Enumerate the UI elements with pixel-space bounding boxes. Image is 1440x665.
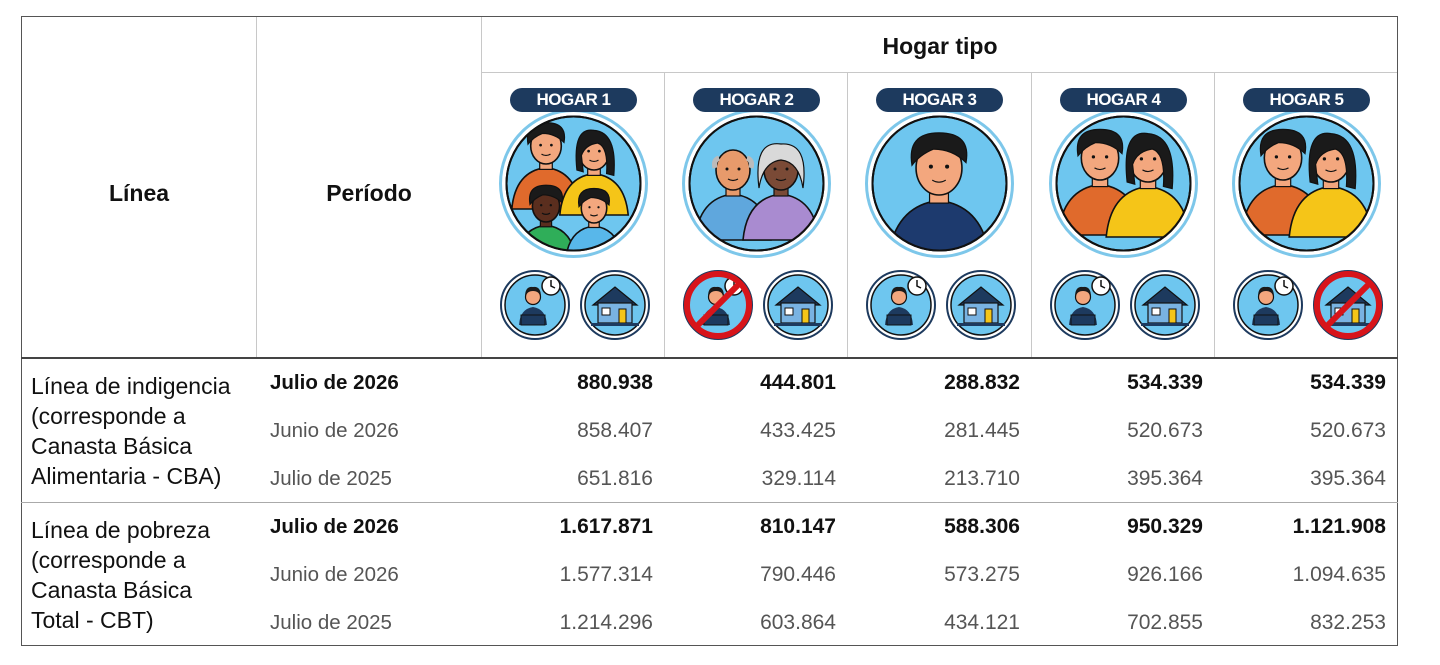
- linea-pobreza-label: Línea de pobreza (corresponde a Canasta Bá…: [31, 515, 210, 635]
- value-cell-hogar-4: 926.166: [1127, 563, 1203, 586]
- elderly-couple-illustration: [681, 108, 832, 259]
- divider-hogar-tipo: [481, 72, 1397, 73]
- value-cell-hogar-3: 588.306: [944, 515, 1020, 538]
- header-linea: Línea: [108, 180, 170, 206]
- divider-header-body: [21, 357, 1398, 359]
- linea-indigencia-label: Línea de indigencia (corresponde a Canasta…: [31, 371, 231, 491]
- value-cell-hogar-2: 329.114: [761, 467, 836, 490]
- label-line: Total - CBT): [31, 607, 154, 633]
- divider-h3: [1031, 72, 1032, 358]
- divider-sections: [21, 502, 1398, 503]
- value-cell-hogar-1: 880.938: [577, 371, 653, 394]
- remote-worker-icon: [865, 269, 937, 341]
- value-cell-hogar-4: 950.329: [1127, 515, 1203, 538]
- value-cell-hogar-4: 395.364: [1127, 467, 1203, 490]
- label-line: Línea de pobreza: [31, 517, 211, 543]
- divider-periodo: [481, 17, 482, 358]
- label-line: Línea de indigencia: [31, 373, 231, 399]
- house-icon: [762, 269, 834, 341]
- value-cell-hogar-1: 1.577.314: [559, 563, 653, 586]
- label-line: (corresponde a: [31, 547, 186, 573]
- hogar-label: HOGAR 1: [510, 88, 637, 112]
- period-cell: Julio de 2026: [270, 515, 399, 538]
- period-cell: Junio de 2026: [270, 563, 399, 586]
- value-cell-hogar-5: 1.121.908: [1292, 515, 1386, 538]
- no-remote-worker-icon: [682, 269, 754, 341]
- value-cell-hogar-5: 395.364: [1310, 467, 1386, 490]
- period-cell: Julio de 2026: [270, 371, 399, 394]
- value-cell-hogar-3: 573.275: [944, 563, 1020, 586]
- period-cell: Julio de 2025: [270, 611, 392, 634]
- single-adult-man-illustration: [864, 108, 1015, 259]
- value-cell-hogar-2: 790.446: [760, 563, 836, 586]
- divider-h1: [664, 72, 665, 358]
- household-column-1: HOGAR 1: [482, 72, 665, 358]
- value-cell-hogar-3: 213.710: [944, 467, 1020, 490]
- adult-couple-illustration: [1231, 108, 1382, 259]
- value-cell-hogar-5: 520.673: [1310, 419, 1386, 442]
- divider-h4: [1214, 72, 1215, 358]
- household-column-4: HOGAR 4: [1032, 72, 1215, 358]
- value-cell-hogar-2: 603.864: [760, 611, 836, 634]
- label-line: Alimentaria - CBA): [31, 463, 222, 489]
- value-cell-hogar-1: 651.816: [577, 467, 653, 490]
- label-line: (corresponde a: [31, 403, 186, 429]
- value-cell-hogar-5: 534.339: [1310, 371, 1386, 394]
- remote-worker-icon: [1049, 269, 1121, 341]
- divider-linea: [256, 17, 257, 358]
- household-column-5: HOGAR 5: [1215, 72, 1398, 358]
- value-cell-hogar-5: 1.094.635: [1292, 563, 1386, 586]
- value-cell-hogar-1: 1.617.871: [559, 515, 653, 538]
- value-cell-hogar-4: 520.673: [1127, 419, 1203, 442]
- house-icon: [945, 269, 1017, 341]
- header-periodo: Período: [326, 180, 412, 206]
- value-cell-hogar-3: 288.832: [944, 371, 1020, 394]
- hogar-label: HOGAR 5: [1243, 88, 1370, 112]
- divider-h2: [847, 72, 848, 358]
- house-icon: [1129, 269, 1201, 341]
- label-line: Canasta Básica: [31, 433, 193, 459]
- value-cell-hogar-5: 832.253: [1310, 611, 1386, 634]
- hogar-label: HOGAR 2: [693, 88, 820, 112]
- period-cell: Julio de 2025: [270, 467, 392, 490]
- period-cell: Junio de 2026: [270, 419, 399, 442]
- household-column-2: HOGAR 2: [665, 72, 848, 358]
- remote-worker-icon: [1232, 269, 1304, 341]
- value-cell-hogar-3: 434.121: [944, 611, 1020, 634]
- value-cell-hogar-1: 1.214.296: [559, 611, 653, 634]
- value-cell-hogar-2: 444.801: [760, 371, 836, 394]
- adult-couple-illustration: [1048, 108, 1199, 259]
- table-frame: [21, 16, 1398, 646]
- remote-worker-icon: [499, 269, 571, 341]
- value-cell-hogar-2: 433.425: [760, 419, 836, 442]
- house-icon: [579, 269, 651, 341]
- value-cell-hogar-2: 810.147: [760, 515, 836, 538]
- value-cell-hogar-3: 281.445: [944, 419, 1020, 442]
- label-line: Canasta Básica: [31, 577, 193, 603]
- value-cell-hogar-1: 858.407: [577, 419, 653, 442]
- no-house-icon: [1312, 269, 1384, 341]
- hogar-label: HOGAR 4: [1060, 88, 1187, 112]
- couple-with-two-children-illustration: [498, 108, 649, 259]
- value-cell-hogar-4: 702.855: [1127, 611, 1203, 634]
- household-column-3: HOGAR 3: [848, 72, 1031, 358]
- value-cell-hogar-4: 534.339: [1127, 371, 1203, 394]
- hogar-label: HOGAR 3: [876, 88, 1003, 112]
- header-hogar-tipo: Hogar tipo: [882, 33, 998, 59]
